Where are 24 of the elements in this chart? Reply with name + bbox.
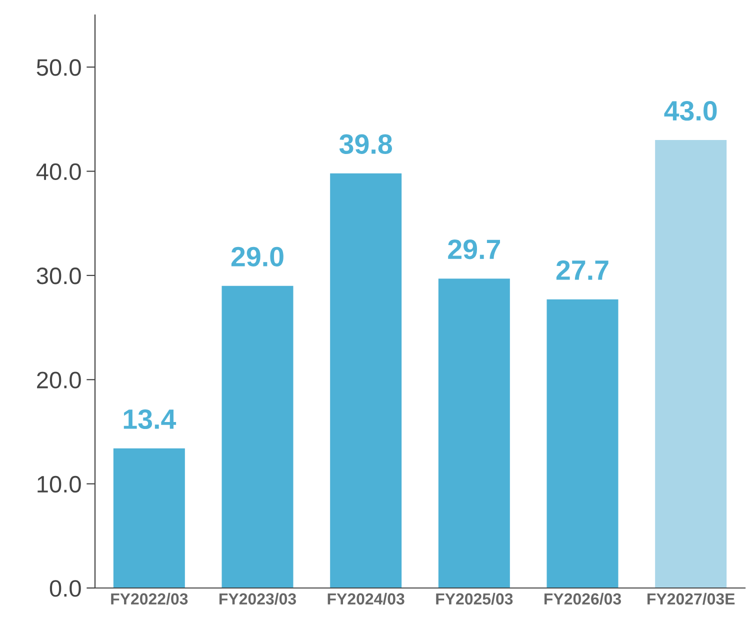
data-label: 13.4 (124, 409, 176, 430)
y-tick-label: 50.0 (36, 59, 81, 76)
data-label: 29.7 (448, 240, 500, 260)
bar (438, 278, 510, 588)
x-tick-label: FY2025/03 (436, 592, 513, 605)
y-tick-label: 10.0 (38, 476, 81, 493)
data-label: 27.7 (556, 260, 608, 280)
data-label: 43.0 (664, 100, 717, 121)
bar (655, 140, 727, 588)
x-tick-label: FY2022/03 (111, 592, 188, 605)
data-label: 39.8 (339, 134, 392, 154)
y-tick-label: 40.0 (36, 163, 81, 180)
x-tick-label: FY2023/03 (220, 592, 296, 605)
x-tick-label: FY2024/03 (328, 592, 404, 605)
y-tick-label: 30.0 (36, 268, 81, 284)
y-tick-label: 0.0 (50, 580, 81, 597)
bar (330, 173, 402, 588)
bar (546, 299, 618, 588)
x-tick-label: FY2026/03 (544, 592, 621, 605)
bar (113, 448, 185, 588)
x-tick-label: FY2027/03E (648, 592, 735, 605)
bar (222, 286, 294, 588)
y-tick-label: 20.0 (37, 372, 81, 388)
data-label: 29.0 (231, 246, 284, 266)
